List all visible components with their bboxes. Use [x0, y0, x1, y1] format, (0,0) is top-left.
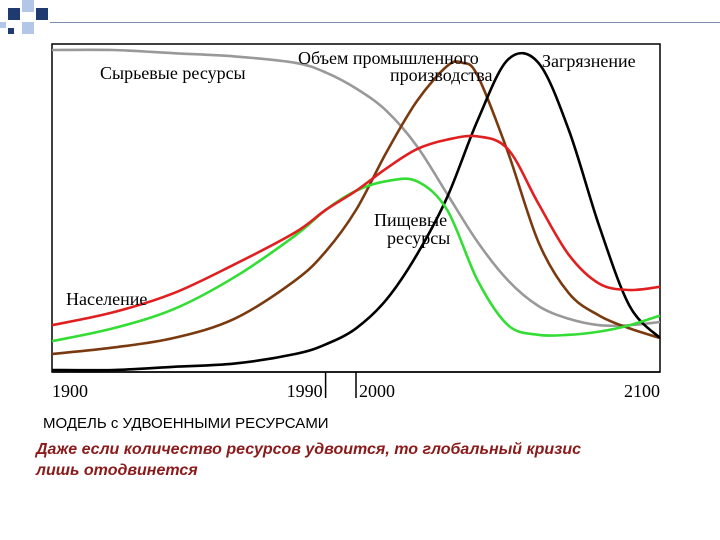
decor-square-light-2 — [22, 22, 34, 34]
subtitle-line-2: лишь отодвинется — [36, 462, 198, 479]
decor-square-dark-1 — [8, 8, 20, 20]
slide-caption: МОДЕЛЬ с УДВОЕННЫМИ РЕСУРСАМИ — [43, 415, 329, 432]
series-line-population — [51, 134, 661, 327]
series-line-pollution — [51, 51, 661, 372]
decor-square-dark-3 — [8, 28, 14, 34]
series-label-raw-resources: Сырьевые ресурсы — [100, 63, 246, 83]
series-label-industrial-output-2: производства — [390, 65, 493, 85]
slide-subtitle: Даже если количество ресурсов удвоится, … — [36, 439, 720, 481]
x-tick-label-2000: 2000 — [359, 381, 395, 401]
decor-square-light-3 — [0, 22, 6, 28]
series-label-food-2: ресурсы — [387, 228, 450, 248]
series-line-food — [51, 177, 661, 343]
series-line-raw-resources — [51, 48, 661, 328]
line-chart: 1900 1990 2000 2100 Сырьевые ресурсы Объем … — [51, 43, 661, 401]
series-label-population: Население — [66, 289, 147, 309]
series-label-food-1: Пищевые — [374, 210, 447, 230]
label-layer: Сырьевые ресурсы Объем промышленного про… — [66, 48, 636, 309]
series-label-industrial-output-1: Объем промышленного — [298, 48, 479, 68]
top-rule — [50, 22, 720, 23]
tick-layer: 1900 1990 2000 2100 — [52, 372, 660, 401]
x-tick-label-1900: 1900 — [52, 381, 88, 401]
decor-square-light-1 — [22, 0, 34, 12]
x-tick-label-2100: 2100 — [624, 381, 660, 401]
series-label-pollution: Загрязнение — [542, 51, 636, 71]
x-tick-label-1990: 1990 — [287, 381, 323, 401]
decor-square-dark-2 — [36, 8, 48, 20]
series-line-industrial-output — [51, 60, 661, 356]
series-layer — [51, 48, 661, 372]
subtitle-line-1: Даже если количество ресурсов удвоится, … — [36, 441, 581, 458]
